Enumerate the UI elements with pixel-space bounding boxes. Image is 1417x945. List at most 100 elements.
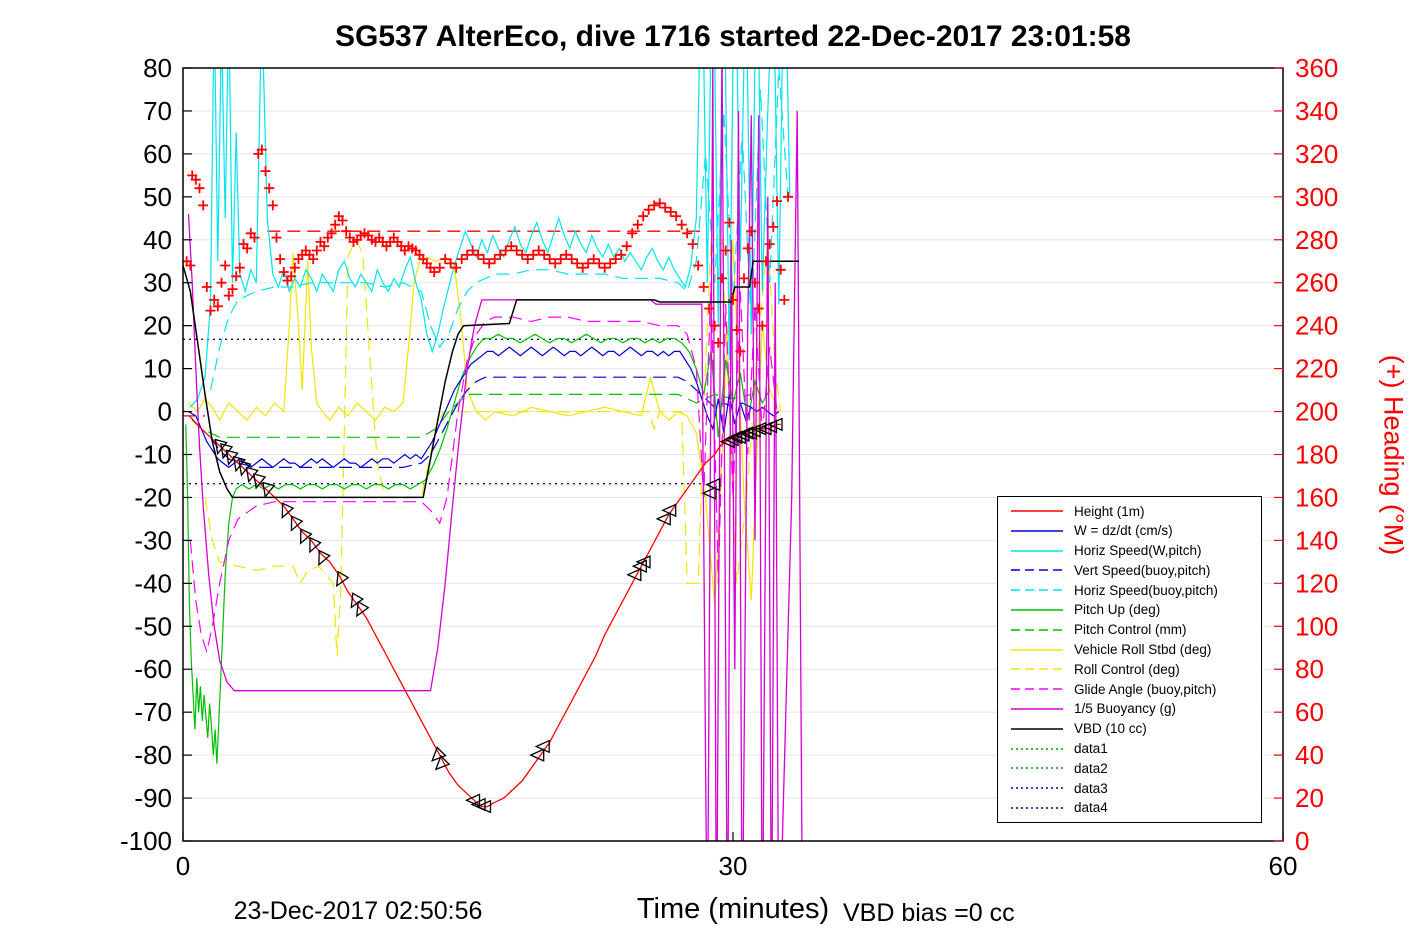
legend-line-sample bbox=[1011, 767, 1063, 770]
y-left-tick-label: -90 bbox=[134, 783, 172, 813]
series-vehicle-roll bbox=[188, 239, 780, 605]
y-right-tick-label: 180 bbox=[1295, 440, 1338, 470]
y-left-tick-label: -20 bbox=[134, 482, 172, 512]
legend-line-sample bbox=[1011, 727, 1063, 730]
y-left-tick-label: -70 bbox=[134, 697, 172, 727]
legend-entry-label: Pitch Control (mm) bbox=[1074, 622, 1187, 638]
y-right-tick-label: 20 bbox=[1295, 783, 1324, 813]
series-pitch-up bbox=[185, 333, 771, 764]
legend-entry-label: W = dz/dt (cm/s) bbox=[1074, 523, 1173, 539]
y-left-tick-label: 50 bbox=[143, 182, 172, 212]
x-tick-label: 0 bbox=[176, 851, 190, 881]
legend-entry-label: Horiz Speed(W,pitch) bbox=[1074, 543, 1202, 559]
series-glide-angle bbox=[189, 282, 778, 655]
legend-entry: VBD (10 cc) bbox=[1008, 720, 1261, 738]
x-axis-label: Time (minutes) bbox=[636, 893, 830, 925]
y-left-tick-label: 60 bbox=[143, 139, 172, 169]
y-right-tick-label: 60 bbox=[1295, 697, 1324, 727]
legend-entry-label: data1 bbox=[1074, 741, 1108, 757]
legend-entry-label: data3 bbox=[1074, 780, 1108, 796]
legend-entry: Glide Angle (buoy,pitch) bbox=[1008, 680, 1261, 698]
legend: Height (1m) W = dz/dt (cm/s) Horiz Speed(W… bbox=[997, 496, 1262, 823]
dive-end-datetime: 23-Dec-2017 02:50:56 bbox=[233, 897, 483, 925]
y-right-tick-label: 80 bbox=[1295, 654, 1324, 684]
series-pitch-control bbox=[191, 393, 752, 438]
y-left-tick-label: -100 bbox=[120, 826, 172, 856]
legend-entry-label: VBD (10 cc) bbox=[1074, 721, 1147, 737]
series-horiz-speed-w bbox=[189, 68, 791, 408]
legend-entry-label: Roll Control (deg) bbox=[1074, 661, 1180, 677]
y-right-tick-label: 300 bbox=[1295, 182, 1338, 212]
y-left-tick-label: -50 bbox=[134, 611, 172, 641]
y-right-tick-label: 360 bbox=[1295, 53, 1338, 83]
legend-entry: data3 bbox=[1008, 779, 1261, 797]
y-left-tick-label: 80 bbox=[143, 53, 172, 83]
y-right-tick-label: 340 bbox=[1295, 96, 1338, 126]
vbd-bias-label: VBD bias =0 cc bbox=[843, 899, 1015, 927]
heading-plus-markers bbox=[183, 144, 793, 357]
legend-entry-label: Vehicle Roll Stbd (deg) bbox=[1074, 642, 1212, 658]
y-right-tick-label: 240 bbox=[1295, 311, 1338, 341]
legend-entry: Roll Control (deg) bbox=[1008, 660, 1261, 678]
y-left-tick-label: -40 bbox=[134, 568, 172, 598]
legend-line-sample bbox=[1011, 787, 1063, 789]
y-left-tick-label: -60 bbox=[134, 654, 172, 684]
legend-line-sample bbox=[1011, 589, 1063, 591]
legend-entry: Horiz Speed(W,pitch) bbox=[1008, 542, 1261, 560]
legend-entry: data1 bbox=[1008, 740, 1261, 758]
y-right-tick-label: 280 bbox=[1295, 225, 1338, 255]
legend-line-sample bbox=[1011, 648, 1063, 651]
legend-line-sample bbox=[1011, 549, 1063, 552]
y-left-tick-label: 70 bbox=[143, 96, 172, 126]
legend-line-sample bbox=[1011, 807, 1063, 809]
legend-line-sample bbox=[1011, 510, 1063, 512]
depth-triangle-markers bbox=[214, 417, 783, 814]
y-left-tick-label: -80 bbox=[134, 740, 172, 770]
y-right-tick-label: 120 bbox=[1295, 568, 1338, 598]
legend-entry-label: Height (1m) bbox=[1074, 503, 1145, 519]
legend-line-sample bbox=[1011, 747, 1063, 750]
legend-line-sample bbox=[1011, 529, 1063, 532]
legend-entry: Pitch Control (mm) bbox=[1008, 621, 1261, 639]
y-left-tick-label: 0 bbox=[158, 397, 172, 427]
legend-entry: Horiz Speed(buoy,pitch) bbox=[1008, 581, 1261, 599]
legend-line-sample bbox=[1011, 628, 1063, 631]
legend-entry: Height (1m) bbox=[1008, 502, 1261, 520]
legend-entry: 1/5 Buoyancy (g) bbox=[1008, 700, 1261, 718]
y-right-tick-label: 160 bbox=[1295, 482, 1338, 512]
legend-line-sample bbox=[1011, 569, 1063, 572]
legend-entry-label: data2 bbox=[1074, 760, 1108, 776]
legend-line-sample bbox=[1011, 688, 1063, 690]
y-right-tick-label: 200 bbox=[1295, 397, 1338, 427]
y-right-tick-label: 140 bbox=[1295, 525, 1338, 555]
legend-entry: Pitch Up (deg) bbox=[1008, 601, 1261, 619]
series-layer bbox=[183, 68, 803, 841]
y-right-tick-label: 0 bbox=[1295, 826, 1309, 856]
legend-entry: Vert Speed(buoy,pitch) bbox=[1008, 561, 1261, 579]
series-buoyancy bbox=[187, 68, 803, 841]
legend-entry-label: Vert Speed(buoy,pitch) bbox=[1074, 562, 1211, 578]
legend-line-sample bbox=[1011, 668, 1063, 671]
legend-entry-label: data4 bbox=[1074, 800, 1108, 816]
series-horiz-speed-buoy bbox=[209, 68, 789, 391]
y-right-tick-label: 320 bbox=[1295, 139, 1338, 169]
legend-entry: data2 bbox=[1008, 759, 1261, 777]
y-left-tick-label: -10 bbox=[134, 440, 172, 470]
series-height bbox=[188, 415, 781, 808]
tick-labels: -100-90-80-70-60-50-40-30-20-10010203040… bbox=[120, 53, 1338, 881]
x-tick-label: 60 bbox=[1269, 851, 1298, 881]
legend-entry-label: Glide Angle (buoy,pitch) bbox=[1074, 681, 1217, 697]
y-left-tick-label: 10 bbox=[143, 354, 172, 384]
y-left-tick-label: 40 bbox=[143, 225, 172, 255]
legend-entry-label: 1/5 Buoyancy (g) bbox=[1074, 701, 1177, 717]
legend-entry-label: Horiz Speed(buoy,pitch) bbox=[1074, 582, 1218, 598]
series-vert-speed-buoy bbox=[210, 376, 752, 468]
axes bbox=[182, 67, 1284, 842]
y-right-tick-label: 220 bbox=[1295, 354, 1338, 384]
y-left-tick-label: 20 bbox=[143, 311, 172, 341]
legend-line-sample bbox=[1011, 708, 1063, 710]
x-tick-label: 30 bbox=[719, 851, 748, 881]
legend-line-sample bbox=[1011, 609, 1063, 611]
